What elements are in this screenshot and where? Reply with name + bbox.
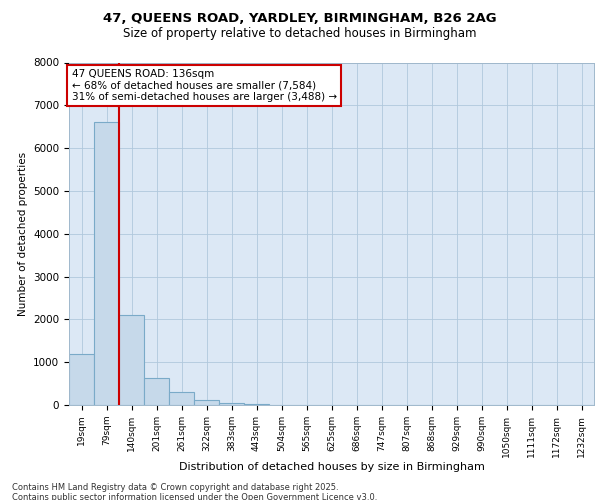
Y-axis label: Number of detached properties: Number of detached properties [17,152,28,316]
Bar [69,354,94,405]
Bar [144,378,169,405]
X-axis label: Distribution of detached houses by size in Birmingham: Distribution of detached houses by size … [179,462,484,472]
Text: 47, QUEENS ROAD, YARDLEY, BIRMINGHAM, B26 2AG: 47, QUEENS ROAD, YARDLEY, BIRMINGHAM, B2… [103,12,497,26]
Text: 47 QUEENS ROAD: 136sqm
← 68% of detached houses are smaller (7,584)
31% of semi-: 47 QUEENS ROAD: 136sqm ← 68% of detached… [71,69,337,102]
Bar [169,392,194,405]
Bar [94,122,119,405]
Bar [194,400,219,405]
Text: Size of property relative to detached houses in Birmingham: Size of property relative to detached ho… [123,28,477,40]
Text: Contains HM Land Registry data © Crown copyright and database right 2025.
Contai: Contains HM Land Registry data © Crown c… [12,482,377,500]
Bar [244,404,269,405]
Bar [219,402,244,405]
Bar [119,315,144,405]
